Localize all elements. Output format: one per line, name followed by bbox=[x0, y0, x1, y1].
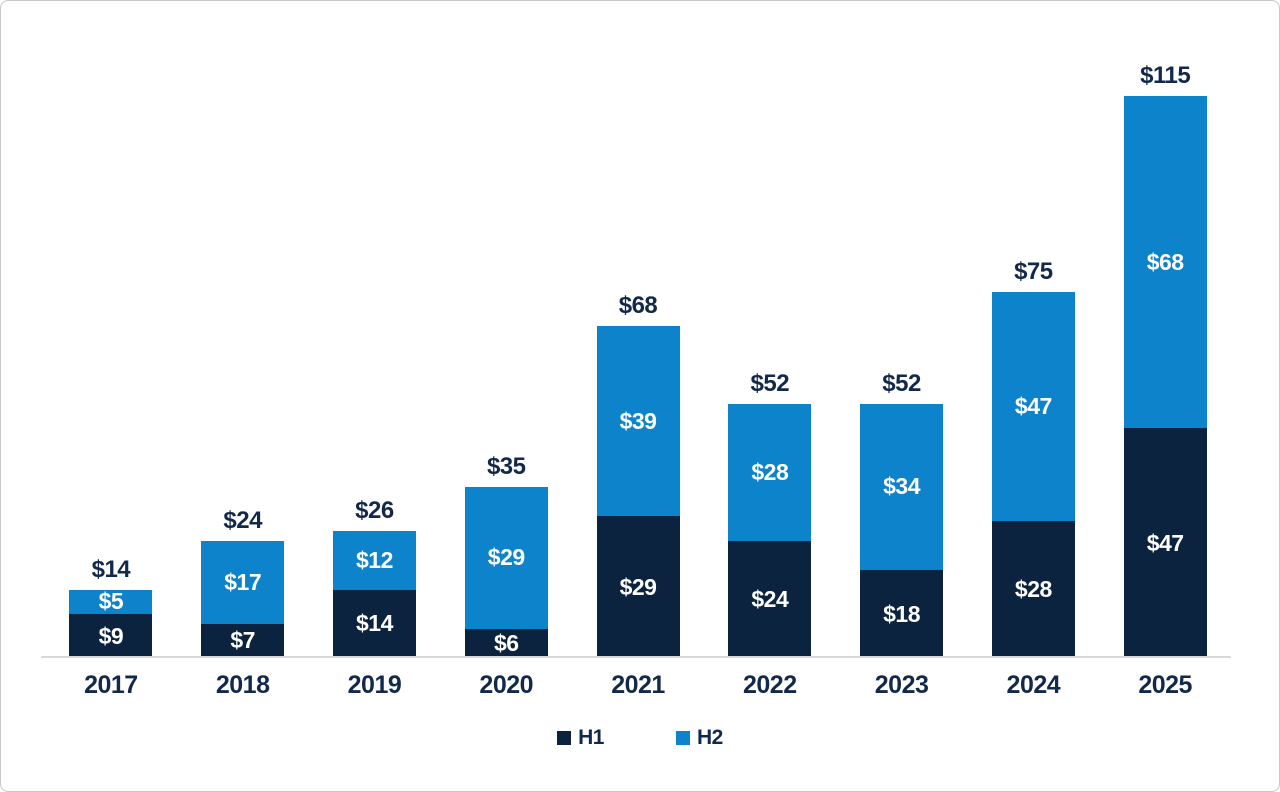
bar-segment-h1: $24 bbox=[728, 540, 812, 658]
segment-value-label: $29 bbox=[487, 544, 525, 571]
legend-swatch-icon bbox=[557, 730, 572, 745]
bar-total-label: $14 bbox=[91, 555, 131, 583]
segment-value-label: $5 bbox=[98, 588, 124, 615]
bar-segment-h1: $28 bbox=[991, 521, 1075, 658]
segment-value-label: $7 bbox=[230, 627, 255, 654]
bar-column: $52 $28 $24 bbox=[704, 56, 836, 658]
legend: H1 H2 bbox=[1, 727, 1279, 748]
segment-value-label: $47 bbox=[1014, 392, 1052, 419]
bar-stack: $28 $24 bbox=[728, 403, 812, 658]
segment-value-label: $9 bbox=[98, 622, 124, 649]
bar-total-label: $35 bbox=[486, 453, 526, 481]
x-axis-label: 2017 bbox=[84, 671, 138, 699]
segment-value-label: $28 bbox=[751, 458, 789, 485]
bar-column: $26 $12 $14 bbox=[309, 56, 441, 658]
segment-value-label: $29 bbox=[619, 573, 657, 600]
bar-segment-h2: $12 bbox=[332, 531, 416, 590]
x-axis-label: 2025 bbox=[1138, 671, 1192, 699]
bar-segment-h1: $14 bbox=[332, 589, 416, 658]
bar-segment-h1: $18 bbox=[860, 570, 944, 658]
bar-column: $24 $17 $7 bbox=[177, 56, 309, 658]
x-axis-label: 2020 bbox=[479, 671, 534, 699]
bar-segment-h2: $39 bbox=[596, 325, 680, 517]
legend-item-h2: H2 bbox=[676, 727, 723, 748]
bar-total-label: $68 bbox=[618, 291, 658, 319]
bar-segment-h2: $5 bbox=[69, 588, 153, 615]
segment-value-label: $28 bbox=[1014, 576, 1052, 603]
segment-value-label: $47 bbox=[1146, 529, 1184, 556]
bar-segment-h2: $47 bbox=[991, 291, 1075, 522]
legend-swatch-icon bbox=[676, 730, 690, 745]
bar-segment-h2: $28 bbox=[728, 403, 812, 541]
bar-column: $75 $47 $28 bbox=[967, 56, 1099, 658]
bar-total-label: $75 bbox=[1014, 257, 1053, 285]
bar-stack: $17 $7 bbox=[201, 540, 285, 658]
bar-total-label: $52 bbox=[882, 369, 921, 397]
bar-segment-h2: $17 bbox=[201, 540, 285, 624]
segment-value-label: $17 bbox=[224, 568, 262, 595]
bar-stack: $68 $47 bbox=[1123, 96, 1207, 658]
bar-segment-h1: $9 bbox=[69, 614, 153, 658]
x-axis-label: 2022 bbox=[742, 671, 797, 699]
bar-segment-h1: $47 bbox=[1123, 428, 1207, 658]
bar-segment-h2: $68 bbox=[1123, 96, 1207, 429]
x-axis-label: 2018 bbox=[215, 671, 270, 699]
x-axis-label: 2023 bbox=[874, 671, 929, 699]
bar-column: $14 $5 $9 bbox=[45, 56, 177, 658]
bar-segment-h2: $34 bbox=[860, 403, 944, 570]
segment-value-label: $39 bbox=[619, 407, 657, 434]
x-axis-label: 2021 bbox=[611, 671, 665, 699]
x-axis-line bbox=[41, 656, 1231, 658]
segment-value-label: $68 bbox=[1146, 248, 1184, 275]
legend-item-h1: H1 bbox=[557, 727, 604, 748]
bar-total-label: $24 bbox=[223, 506, 262, 534]
segment-value-label: $18 bbox=[883, 600, 921, 627]
x-axis-labels: 2017 2018 2019 2020 2021 2022 2023 2024 2025 bbox=[45, 671, 1231, 700]
legend-label: H1 bbox=[578, 726, 604, 749]
plot-area: $14 $5 $9 $24 $17 $7 $26 $12 $14 $35 $29 $6 $68 $39 $2… bbox=[45, 56, 1231, 658]
segment-value-label: $6 bbox=[493, 629, 519, 656]
segment-value-label: $34 bbox=[883, 473, 921, 500]
bar-column: $115 $68 $47 bbox=[1099, 56, 1231, 658]
bar-stack: $5 $9 bbox=[69, 588, 153, 658]
bar-segment-h2: $29 bbox=[464, 487, 548, 629]
bar-stack: $47 $28 bbox=[991, 291, 1075, 658]
bar-segment-h1: $6 bbox=[464, 628, 548, 658]
bar-stack: $39 $29 bbox=[596, 325, 680, 658]
bar-segment-h1: $7 bbox=[201, 623, 285, 658]
bar-stack: $34 $18 bbox=[860, 403, 944, 658]
segment-value-label: $12 bbox=[356, 546, 393, 573]
bar-total-label: $52 bbox=[750, 369, 790, 397]
legend-label: H2 bbox=[697, 726, 723, 749]
bar-total-label: $26 bbox=[355, 497, 394, 525]
bar-stack: $12 $14 bbox=[332, 531, 416, 658]
bar-column: $68 $39 $29 bbox=[572, 56, 704, 658]
x-axis-label: 2024 bbox=[1006, 671, 1061, 699]
bar-stack: $29 $6 bbox=[464, 487, 548, 658]
segment-value-label: $14 bbox=[356, 610, 393, 637]
segment-value-label: $24 bbox=[751, 585, 789, 612]
bar-column: $52 $34 $18 bbox=[836, 56, 968, 658]
bar-total-label: $115 bbox=[1140, 62, 1191, 90]
bar-column: $35 $29 $6 bbox=[440, 56, 572, 658]
x-axis-label: 2019 bbox=[347, 671, 402, 699]
bar-segment-h1: $29 bbox=[596, 516, 680, 658]
